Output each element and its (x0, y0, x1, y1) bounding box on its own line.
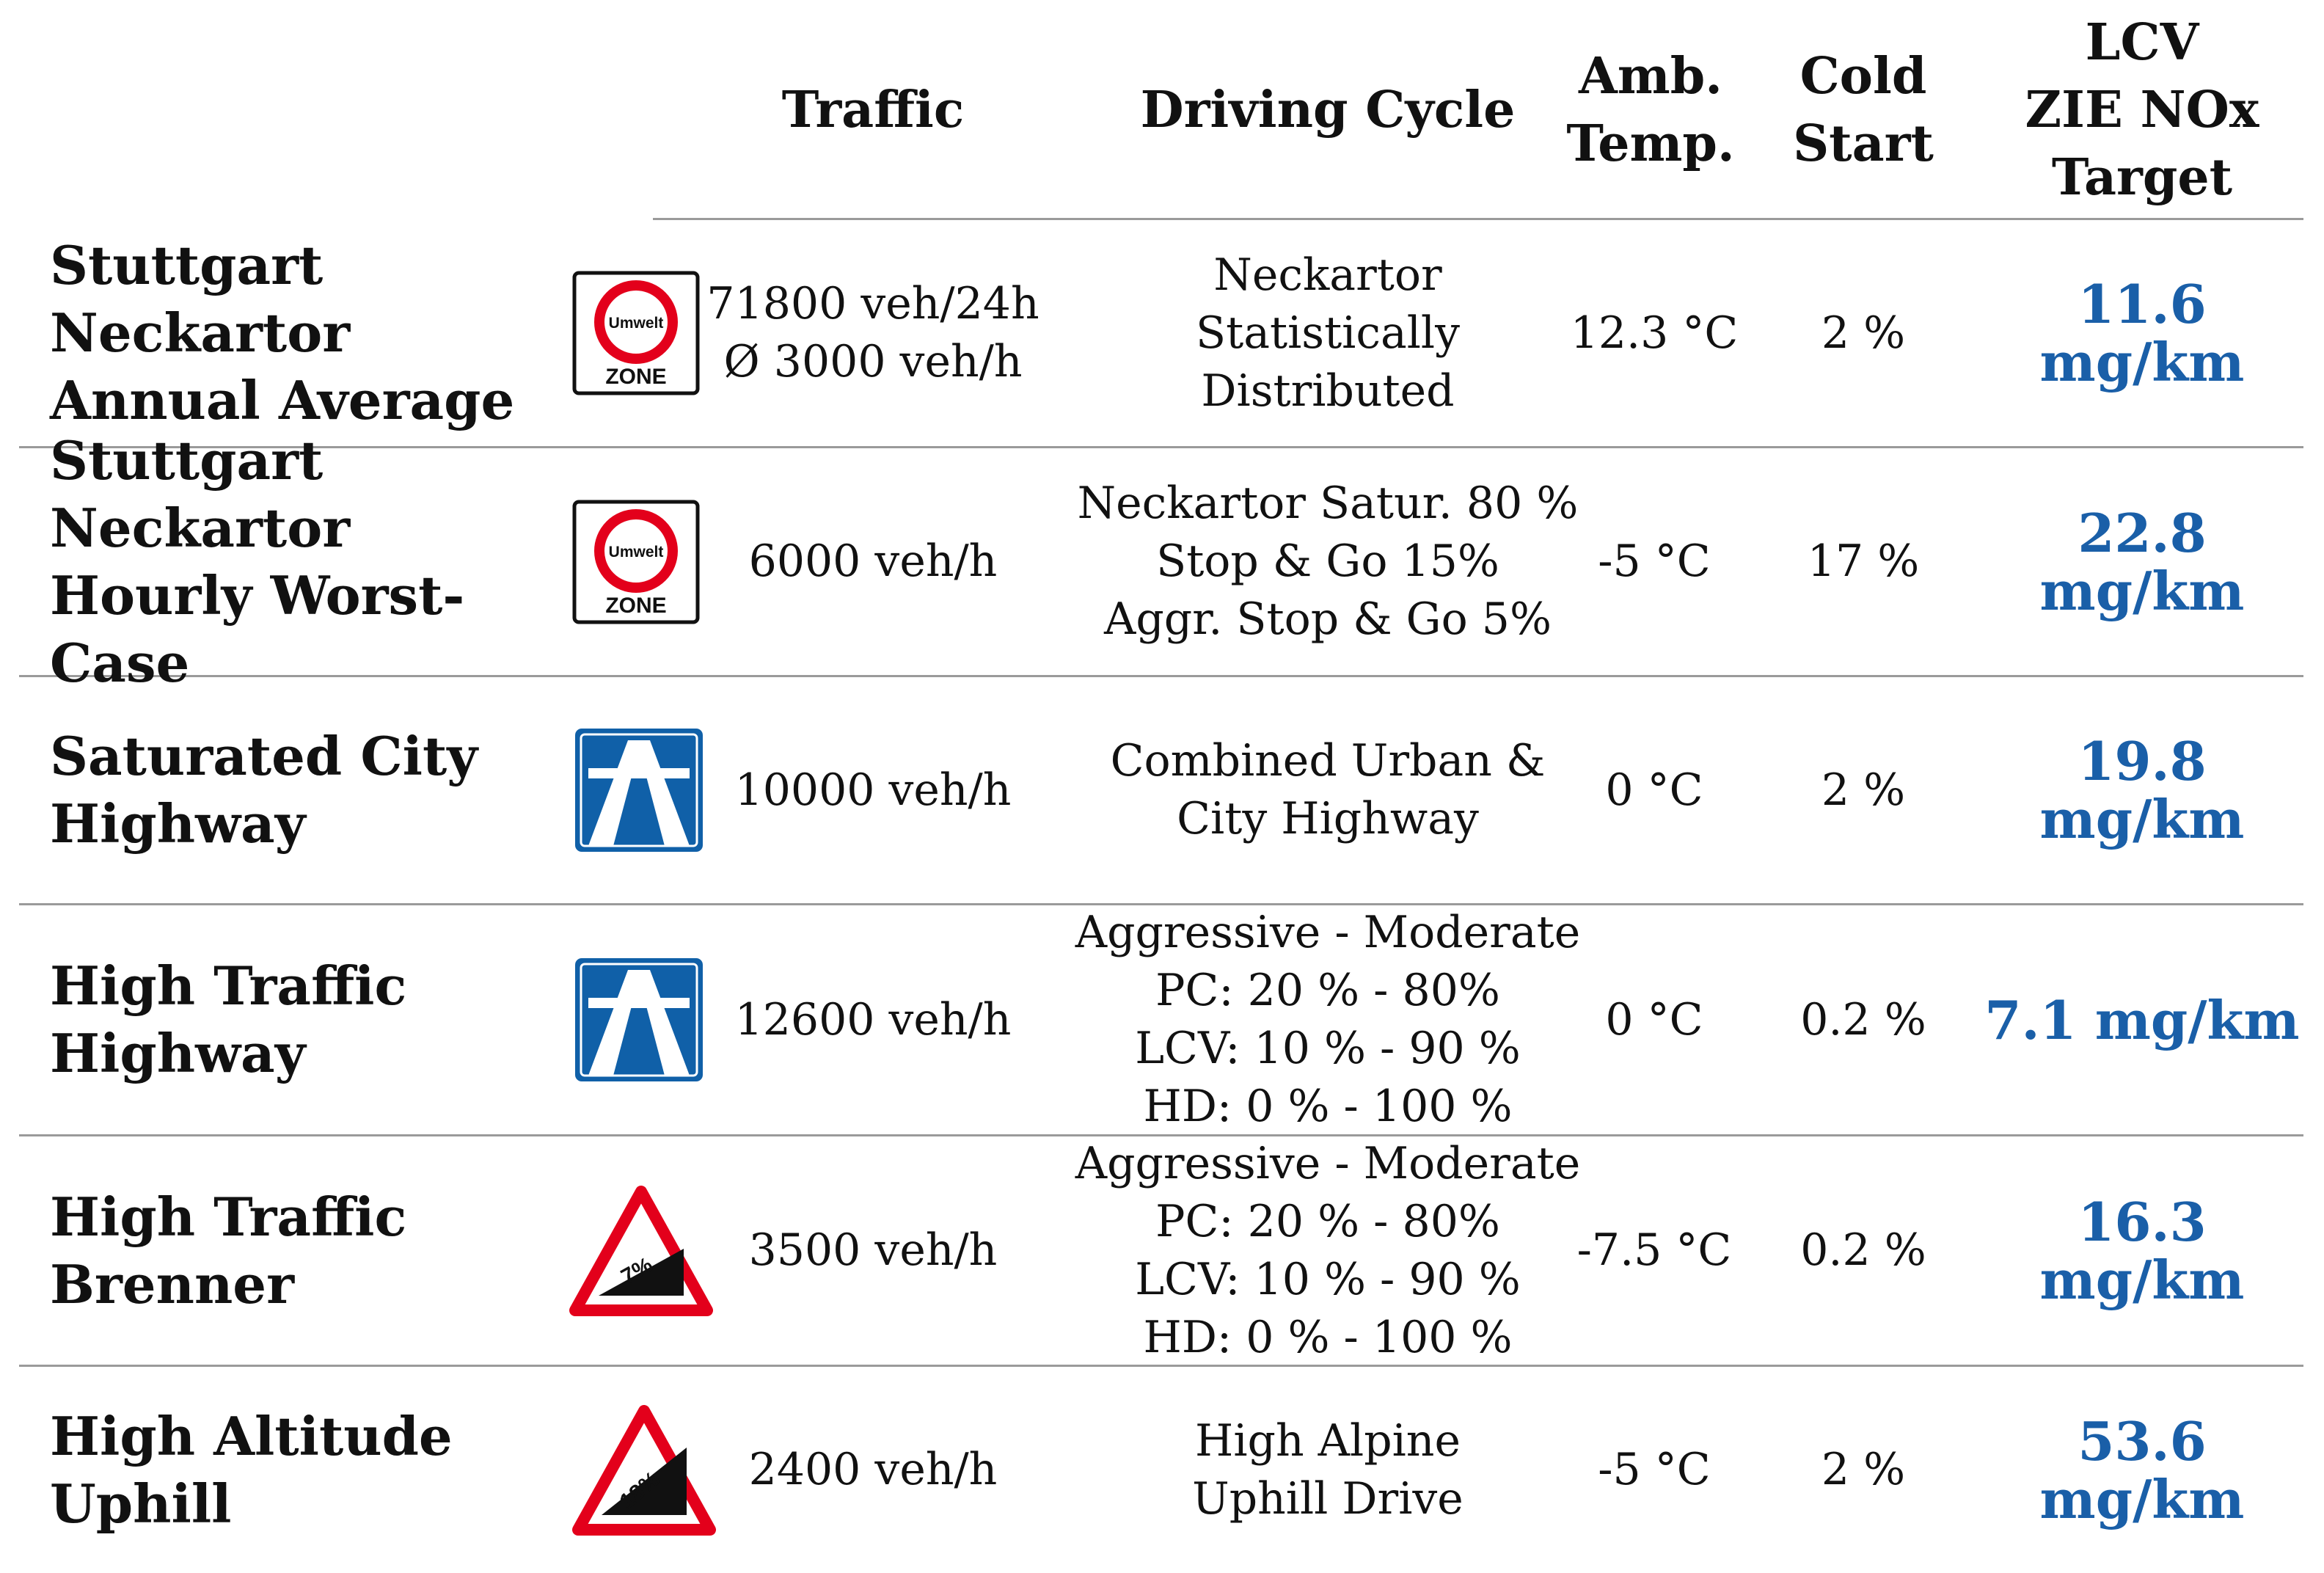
nox-target-value: 11.6 mg/km (2039, 273, 2245, 393)
ambient-temp-value: -5 °C (1598, 536, 1711, 587)
header-nox-target: LCV ZIE NOx Target (2025, 13, 2259, 207)
header-traffic: Traffic (781, 81, 965, 139)
cold-start-value: 2 % (1821, 307, 1906, 359)
driving-cycle-value: High Alpine Uphill Drive (1192, 1415, 1464, 1525)
nox-target-value: 19.8 mg/km (2039, 730, 2245, 850)
driving-cycle-value: Aggressive - Moderate PC: 20 % - 80% LCV: … (1075, 1137, 1581, 1363)
ambient-temp-value: 12.3 °C (1570, 307, 1739, 359)
driving-cycle-value: Neckartor Satur. 80 % Stop & Go 15% Aggr. … (1077, 478, 1579, 645)
row-divider (19, 903, 2303, 905)
scenario-name: Stuttgart Neckartor Hourly Worst-Case (50, 428, 465, 694)
cold-start-value: 17 % (1807, 536, 1920, 587)
scenario-name: Saturated City Highway (50, 725, 478, 855)
row-divider (19, 446, 2303, 448)
header-rule (653, 218, 2303, 220)
scenario-name: High Traffic Highway (50, 955, 407, 1084)
row-divider (19, 675, 2303, 677)
driving-cycle-value: Neckartor Statistically Distributed (1195, 249, 1461, 417)
ambient-temp-value: 0 °C (1605, 764, 1703, 816)
table-row: High Traffic Brenner 7% 3500 veh/h Aggres… (0, 1136, 2324, 1365)
row-divider (19, 1134, 2303, 1136)
umwelt-zone-sign-icon: Umwelt ZONE (572, 500, 700, 624)
gradient-warning-sign-icon: 18% (572, 1404, 716, 1536)
nox-target-value: 16.3 mg/km (2039, 1190, 2245, 1311)
driving-cycle-value: Combined Urban & City Highway (1110, 735, 1546, 844)
sign-text: ZONE (605, 594, 666, 618)
traffic-value: 2400 veh/h (748, 1444, 998, 1495)
cold-start-value: 2 % (1821, 1444, 1906, 1495)
cold-start-value: 0.2 % (1800, 993, 1926, 1045)
ambient-temp-value: 0 °C (1605, 993, 1703, 1045)
row-divider (19, 1365, 2303, 1367)
table-row: High Traffic Highway 12600 veh/h Aggressi… (0, 905, 2324, 1134)
cold-start-value: 2 % (1821, 764, 1906, 816)
traffic-value: 3500 veh/h (748, 1225, 998, 1276)
table-row: Saturated City Highway 10000 veh/h Combin… (0, 677, 2324, 903)
traffic-value: 12600 veh/h (734, 993, 1012, 1045)
sign-text: Umwelt (609, 315, 664, 332)
scenario-name: High Traffic Brenner (50, 1185, 407, 1315)
scenario-name: Stuttgart Neckartor Annual Average (50, 234, 515, 431)
autobahn-sign-icon (575, 958, 703, 1081)
autobahn-sign-icon (575, 729, 703, 852)
ambient-temp-value: -5 °C (1598, 1444, 1711, 1495)
table-row: High Altitude Uphill 18% 2400 veh/h High … (0, 1367, 2324, 1573)
nox-target-value: 53.6 mg/km (2039, 1409, 2245, 1530)
nox-target-value: 22.8 mg/km (2039, 501, 2245, 622)
cold-start-value: 0.2 % (1800, 1225, 1926, 1276)
traffic-value: 6000 veh/h (748, 536, 998, 587)
nox-target-value: 7.1 mg/km (1984, 988, 2300, 1051)
sign-text: Umwelt (609, 544, 664, 561)
traffic-value: 10000 veh/h (734, 764, 1012, 816)
header-ambient-temp: Amb. Temp. (1566, 47, 1735, 173)
driving-cycle-value: Aggressive - Moderate PC: 20 % - 80% LCV: … (1075, 907, 1581, 1132)
ambient-temp-value: -7.5 °C (1576, 1225, 1732, 1276)
table-row: Stuttgart Neckartor Annual Average Umwelt… (0, 220, 2324, 446)
header-cold-start: Cold Start (1793, 47, 1934, 173)
traffic-value: 71800 veh/24h Ø 3000 veh/h (706, 278, 1039, 387)
sign-text: ZONE (605, 365, 666, 389)
scenario-name: High Altitude Uphill (50, 1404, 453, 1535)
header-driving-cycle: Driving Cycle (1140, 81, 1516, 139)
gradient-warning-sign-icon: 7% (569, 1185, 713, 1316)
umwelt-zone-sign-icon: Umwelt ZONE (572, 271, 700, 395)
table-row: Stuttgart Neckartor Hourly Worst-Case Umw… (0, 428, 2324, 694)
